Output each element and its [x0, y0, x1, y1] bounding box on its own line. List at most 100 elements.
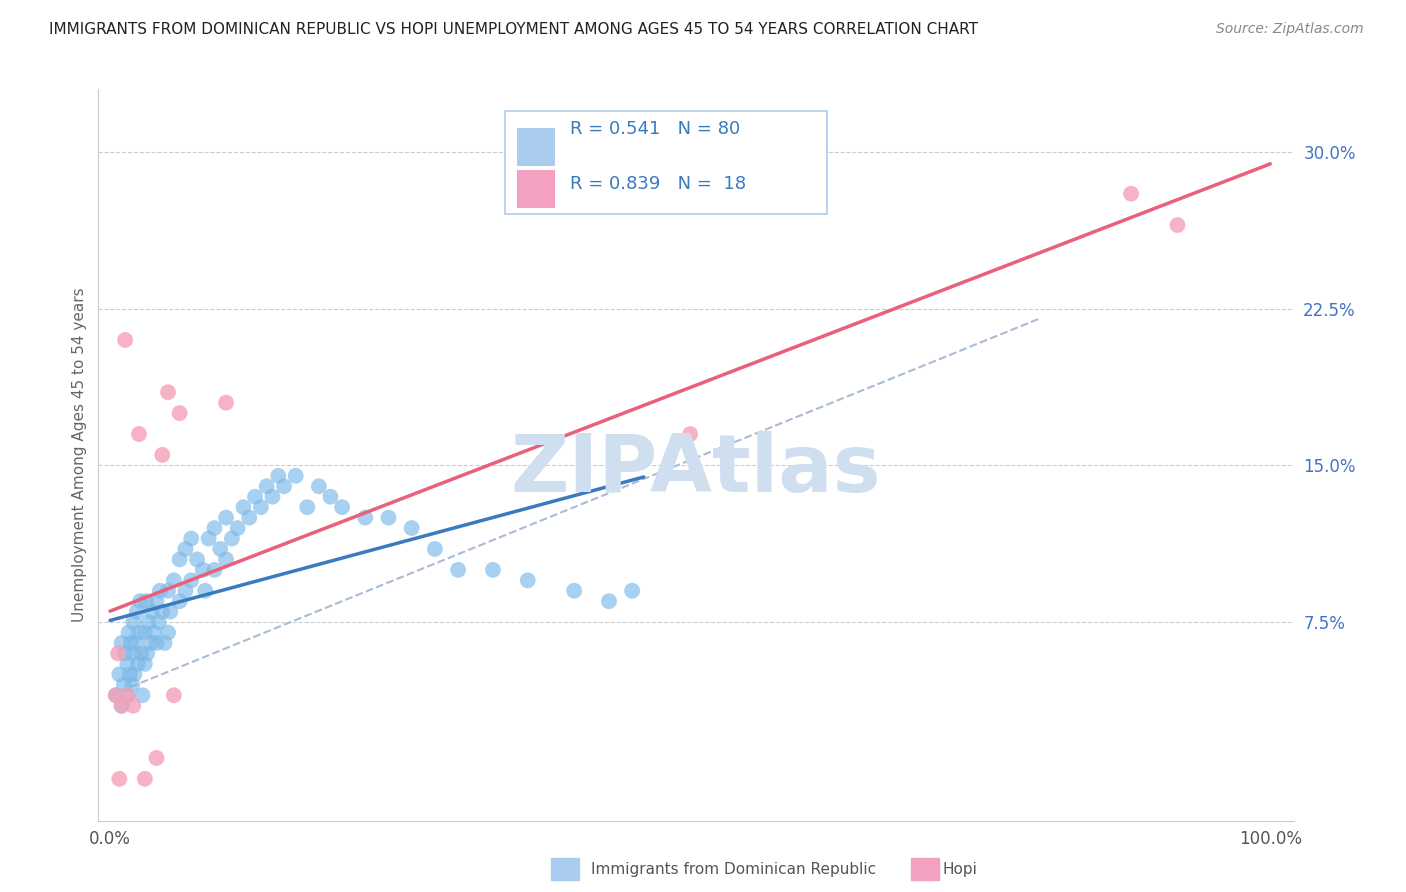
- Point: [232, 500, 254, 515]
- Point: [124, 636, 146, 650]
- Point: [174, 541, 197, 556]
- Point: [243, 490, 266, 504]
- Point: [122, 615, 145, 629]
- Point: [163, 574, 186, 588]
- Text: ZIPAtlas: ZIPAtlas: [510, 431, 882, 508]
- Point: [262, 490, 284, 504]
- Point: [562, 583, 585, 598]
- Text: Source: ZipAtlas.com: Source: ZipAtlas.com: [1216, 22, 1364, 37]
- Point: [180, 532, 202, 546]
- Point: [128, 625, 150, 640]
- Point: [180, 574, 202, 588]
- Point: [186, 552, 208, 566]
- Point: [117, 688, 139, 702]
- Point: [226, 521, 249, 535]
- Point: [377, 510, 399, 524]
- Point: [197, 532, 219, 546]
- Point: [157, 625, 180, 640]
- Point: [169, 594, 191, 608]
- Point: [107, 647, 129, 661]
- Point: [423, 541, 446, 556]
- Point: [149, 583, 172, 598]
- Point: [204, 563, 226, 577]
- Point: [679, 427, 702, 442]
- Point: [134, 657, 156, 671]
- Point: [250, 500, 273, 515]
- Y-axis label: Unemployment Among Ages 45 to 54 years: Unemployment Among Ages 45 to 54 years: [72, 287, 87, 623]
- Point: [215, 510, 238, 524]
- Point: [169, 552, 191, 566]
- Point: [163, 688, 186, 702]
- Text: R = 0.839   N =  18: R = 0.839 N = 18: [571, 176, 747, 194]
- Point: [134, 625, 156, 640]
- Point: [139, 636, 162, 650]
- Point: [111, 698, 134, 713]
- Point: [1119, 186, 1142, 201]
- Point: [319, 490, 342, 504]
- Point: [141, 605, 163, 619]
- Point: [111, 636, 134, 650]
- Point: [122, 698, 145, 713]
- Point: [136, 615, 159, 629]
- Point: [516, 574, 538, 588]
- Point: [150, 605, 173, 619]
- Point: [117, 657, 139, 671]
- FancyBboxPatch shape: [517, 128, 555, 166]
- Point: [354, 510, 377, 524]
- FancyBboxPatch shape: [517, 169, 555, 208]
- Point: [134, 772, 156, 786]
- Point: [191, 563, 214, 577]
- Point: [131, 688, 153, 702]
- Point: [221, 532, 243, 546]
- Point: [117, 625, 139, 640]
- Point: [131, 647, 153, 661]
- Point: [215, 552, 238, 566]
- Point: [114, 647, 136, 661]
- Point: [145, 594, 167, 608]
- Point: [238, 510, 260, 524]
- Bar: [911, 858, 939, 880]
- Point: [127, 657, 149, 671]
- Point: [194, 583, 217, 598]
- Point: [143, 625, 166, 640]
- Point: [174, 583, 197, 598]
- Point: [209, 541, 232, 556]
- Point: [621, 583, 644, 598]
- Point: [598, 594, 620, 608]
- Point: [447, 563, 470, 577]
- Point: [157, 583, 180, 598]
- Point: [401, 521, 423, 535]
- Text: IMMIGRANTS FROM DOMINICAN REPUBLIC VS HOPI UNEMPLOYMENT AMONG AGES 45 TO 54 YEAR: IMMIGRANTS FROM DOMINICAN REPUBLIC VS HO…: [49, 22, 979, 37]
- Point: [297, 500, 319, 515]
- Point: [122, 647, 145, 661]
- Point: [135, 594, 157, 608]
- Point: [157, 385, 180, 400]
- Point: [136, 647, 159, 661]
- Point: [145, 636, 167, 650]
- Point: [150, 448, 173, 462]
- Point: [153, 636, 176, 650]
- Point: [104, 688, 127, 702]
- FancyBboxPatch shape: [505, 112, 828, 213]
- Point: [117, 688, 139, 702]
- Point: [267, 468, 290, 483]
- Point: [145, 751, 167, 765]
- Point: [330, 500, 353, 515]
- Point: [114, 333, 136, 347]
- Point: [104, 688, 127, 702]
- Point: [1166, 218, 1188, 232]
- Point: [308, 479, 330, 493]
- Point: [112, 678, 135, 692]
- Text: Immigrants from Dominican Republic: Immigrants from Dominican Republic: [591, 863, 876, 877]
- Point: [121, 678, 143, 692]
- Point: [482, 563, 505, 577]
- Bar: [551, 858, 579, 880]
- Text: R = 0.541   N = 80: R = 0.541 N = 80: [571, 120, 741, 138]
- Text: Hopi: Hopi: [942, 863, 977, 877]
- Point: [111, 698, 134, 713]
- Point: [125, 605, 148, 619]
- Point: [204, 521, 226, 535]
- Point: [256, 479, 278, 493]
- Point: [169, 406, 191, 420]
- Point: [284, 468, 307, 483]
